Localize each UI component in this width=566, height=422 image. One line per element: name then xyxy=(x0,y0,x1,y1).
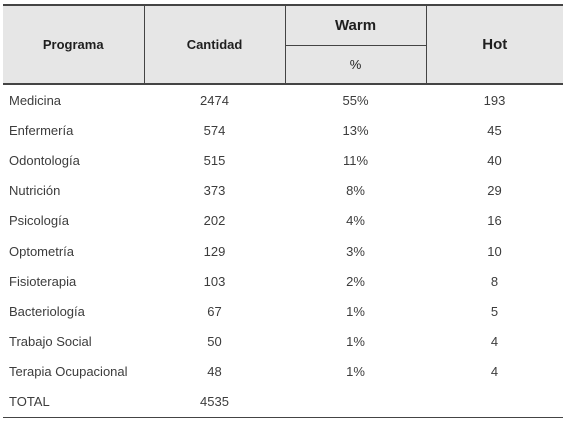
cell-cantidad: 202 xyxy=(203,213,226,229)
cell-warm: 4% xyxy=(346,213,365,229)
cell-hot: 29 xyxy=(487,183,502,199)
cell-hot: 40 xyxy=(487,152,502,168)
header-warm-percent: % xyxy=(285,45,426,85)
total-cantidad: 4535 xyxy=(144,386,285,419)
table-row: Terapia Ocupacional 48 1% 4 xyxy=(3,357,563,387)
cell-programa: Trabajo Social xyxy=(9,334,92,350)
cell-programa: Nutrición xyxy=(9,183,61,199)
cell-cantidad: 574 xyxy=(203,122,226,138)
cell-warm: 13% xyxy=(342,122,369,138)
cell-warm: 3% xyxy=(346,243,365,259)
table-row: Psicología 202 4% 16 xyxy=(3,206,563,236)
cell-warm: 1% xyxy=(346,364,365,380)
table-row: Odontología 515 11% 40 xyxy=(3,145,563,175)
cell-programa: Fisioterapia xyxy=(9,273,77,289)
cell-hot: 16 xyxy=(487,213,502,229)
program-table: Programa Cantidad Warm Hot % Medicina 24… xyxy=(3,4,563,419)
cell-hot: 193 xyxy=(483,92,506,108)
cell-hot: 4 xyxy=(490,364,499,380)
total-row: TOTAL 4535 xyxy=(3,386,563,419)
cell-hot: 8 xyxy=(490,273,499,289)
cell-cantidad: 67 xyxy=(207,303,222,319)
table-row: Medicina 2474 55% 193 xyxy=(3,84,563,115)
header-cantidad: Cantidad xyxy=(143,4,286,85)
header-row-sub: % xyxy=(3,45,563,85)
cell-hot: 10 xyxy=(487,243,502,259)
cell-warm: 11% xyxy=(342,152,369,168)
total-label: TOTAL xyxy=(3,386,144,419)
cell-cantidad: 2474 xyxy=(200,92,229,108)
cell-programa: Terapia Ocupacional xyxy=(9,364,128,380)
header-hot: Hot xyxy=(425,4,563,85)
cell-programa: Optometría xyxy=(9,243,75,259)
cell-programa: Bacteriología xyxy=(9,303,85,319)
cell-programa: Enfermería xyxy=(9,122,74,138)
total-warm-empty xyxy=(285,386,426,419)
cell-cantidad: 515 xyxy=(203,152,226,168)
table-row: Nutrición 373 8% 29 xyxy=(3,176,563,206)
cell-programa: Odontología xyxy=(9,152,80,168)
header-warm: Warm xyxy=(284,4,427,46)
cell-cantidad: 373 xyxy=(203,183,226,199)
cell-warm: 2% xyxy=(346,273,365,289)
cell-cantidad: 50 xyxy=(207,334,222,350)
cell-warm: 1% xyxy=(346,303,365,319)
header-row-top: Programa Cantidad Warm Hot xyxy=(3,4,563,85)
cell-warm: 1% xyxy=(346,334,365,350)
table-row: Fisioterapia 103 2% 8 xyxy=(3,266,563,296)
cell-warm: 8% xyxy=(346,183,365,199)
table-body: Medicina 2474 55% 193 Enfermería 574 13%… xyxy=(3,84,563,419)
cell-cantidad: 103 xyxy=(203,273,226,289)
cell-hot: 45 xyxy=(487,122,502,138)
table-row: Trabajo Social 50 1% 4 xyxy=(3,327,563,357)
total-hot-empty xyxy=(426,386,563,419)
table-row: Enfermería 574 13% 45 xyxy=(3,115,563,145)
program-table-container: Programa Cantidad Warm Hot % Medicina 24… xyxy=(3,4,563,419)
cell-programa: Medicina xyxy=(9,92,62,108)
cell-programa: Psicología xyxy=(9,213,69,229)
table-row: Bacteriología 67 1% 5 xyxy=(3,296,563,326)
cell-hot: 5 xyxy=(490,303,499,319)
cell-cantidad: 129 xyxy=(203,243,226,259)
cell-warm: 55% xyxy=(342,92,369,108)
table-row: Optometría 129 3% 10 xyxy=(3,236,563,266)
table-header: Programa Cantidad Warm Hot % xyxy=(3,4,563,85)
cell-hot: 4 xyxy=(490,334,499,350)
cell-cantidad: 48 xyxy=(207,364,222,380)
header-programa: Programa xyxy=(3,4,145,85)
